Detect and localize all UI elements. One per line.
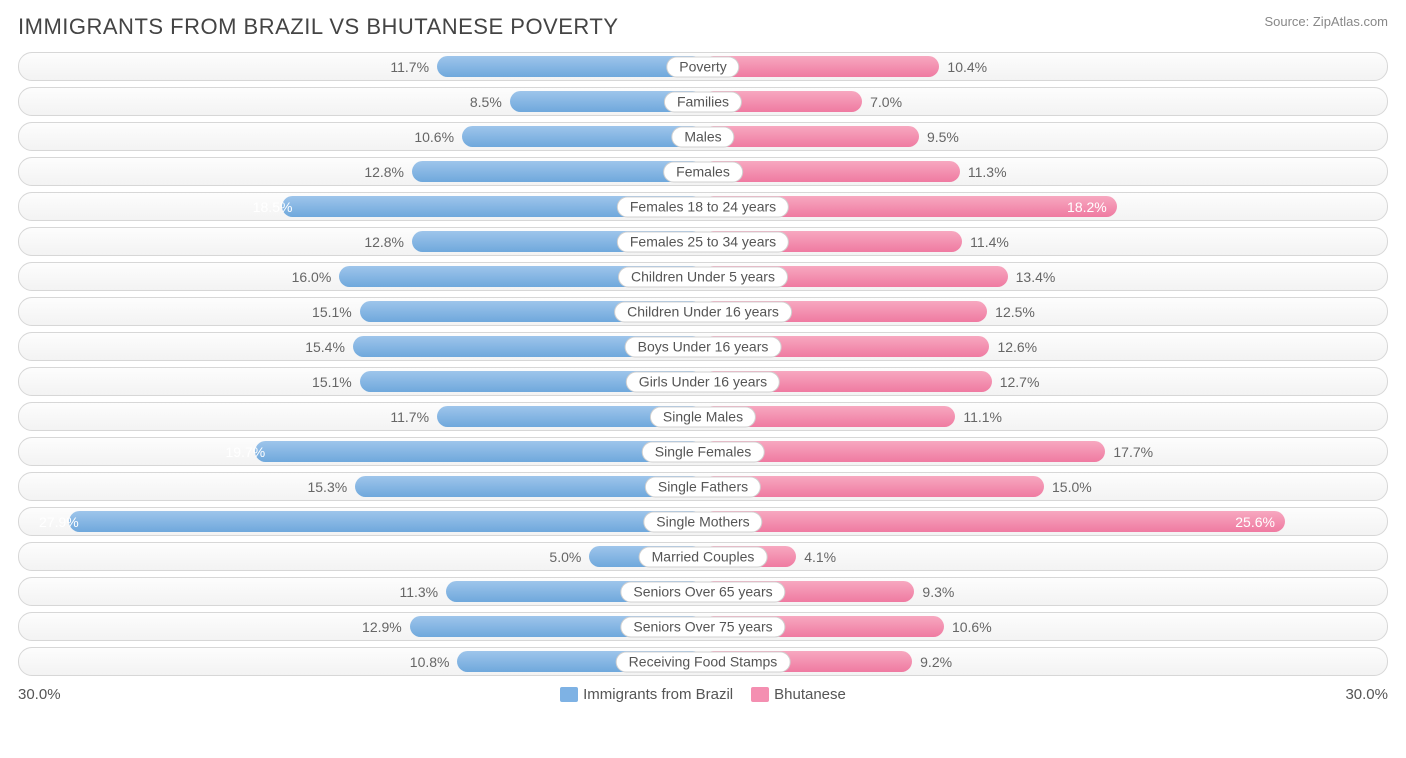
value-label-left: 19.7% [225,444,265,460]
bar-left [462,126,703,147]
value-label-right: 15.0% [1052,479,1092,495]
chart-row: 12.8% 11.4% Females 25 to 34 years [18,227,1388,256]
bar-left [255,441,703,462]
value-label-right: 9.2% [920,654,952,670]
chart-header: IMMIGRANTS FROM BRAZIL VS BHUTANESE POVE… [18,14,1388,40]
legend-label-left: Immigrants from Brazil [583,686,733,703]
chart-row: 10.8% 9.2% Receiving Food Stamps [18,647,1388,676]
category-label: Married Couples [639,546,768,567]
value-label-right: 12.6% [997,339,1037,355]
chart-row: 19.7% 17.7% Single Females [18,437,1388,466]
chart-row: 11.7% 11.1% Single Males [18,402,1388,431]
category-label: Females 18 to 24 years [617,196,789,217]
value-label-left: 15.1% [312,374,352,390]
bar-left [69,511,703,532]
chart-row: 12.9% 10.6% Seniors Over 75 years [18,612,1388,641]
value-label-left: 12.8% [364,164,404,180]
category-label: Children Under 5 years [618,266,788,287]
chart-row: 10.6% 9.5% Males [18,122,1388,151]
chart-row: 15.1% 12.7% Girls Under 16 years [18,367,1388,396]
value-label-left: 15.1% [312,304,352,320]
category-label: Boys Under 16 years [625,336,782,357]
value-label-right: 17.7% [1113,444,1153,460]
value-label-left: 8.5% [470,94,502,110]
legend-label-right: Bhutanese [774,686,846,703]
chart-container: IMMIGRANTS FROM BRAZIL VS BHUTANESE POVE… [0,0,1406,758]
value-label-left: 11.7% [390,59,429,75]
value-label-right: 25.6% [1235,514,1275,530]
chart-row: 15.1% 12.5% Children Under 16 years [18,297,1388,326]
bar-left [437,56,703,77]
category-label: Single Mothers [643,511,762,532]
value-label-left: 11.3% [399,584,438,600]
legend-item-right: Bhutanese [751,686,846,703]
chart-row: 11.7% 10.4% Poverty [18,52,1388,81]
chart-row: 15.4% 12.6% Boys Under 16 years [18,332,1388,361]
category-label: Single Males [650,406,756,427]
category-label: Males [671,126,734,147]
category-label: Girls Under 16 years [626,371,780,392]
value-label-right: 12.5% [995,304,1035,320]
category-label: Families [664,91,742,112]
value-label-left: 11.7% [390,409,429,425]
bar-left [412,161,703,182]
category-label: Children Under 16 years [614,301,792,322]
category-label: Receiving Food Stamps [616,651,791,672]
value-label-right: 11.3% [968,164,1007,180]
axis-max-right: 30.0% [1345,686,1388,703]
chart-rows: 11.7% 10.4% Poverty 8.5% 7.0% Families 10.6% 9.… [18,52,1388,676]
chart-row: 8.5% 7.0% Families [18,87,1388,116]
value-label-right: 18.2% [1067,199,1107,215]
bar-right [703,126,919,147]
legend-swatch-right [751,687,769,702]
value-label-left: 15.4% [305,339,345,355]
chart-row: 11.3% 9.3% Seniors Over 65 years [18,577,1388,606]
value-label-right: 11.4% [970,234,1009,250]
chart-source: Source: ZipAtlas.com [1264,14,1388,29]
category-label: Single Females [642,441,765,462]
chart-row: 12.8% 11.3% Females [18,157,1388,186]
value-label-left: 10.8% [410,654,450,670]
chart-row: 16.0% 13.4% Children Under 5 years [18,262,1388,291]
bar-right [703,511,1285,532]
value-label-right: 13.4% [1016,269,1056,285]
value-label-left: 12.9% [362,619,402,635]
value-label-right: 11.1% [963,409,1002,425]
value-label-left: 10.6% [414,129,454,145]
value-label-left: 5.0% [549,549,581,565]
axis-max-left: 30.0% [18,686,61,703]
category-label: Single Fathers [645,476,761,497]
value-label-right: 9.5% [927,129,959,145]
chart-row: 27.9% 25.6% Single Mothers [18,507,1388,536]
value-label-right: 10.6% [952,619,992,635]
chart-row: 5.0% 4.1% Married Couples [18,542,1388,571]
value-label-left: 16.0% [292,269,332,285]
chart-legend: Immigrants from Brazil Bhutanese [560,686,846,703]
category-label: Seniors Over 65 years [620,581,785,602]
value-label-right: 7.0% [870,94,902,110]
legend-item-left: Immigrants from Brazil [560,686,733,703]
value-label-left: 12.8% [364,234,404,250]
value-label-left: 15.3% [307,479,347,495]
value-label-left: 18.5% [253,199,293,215]
chart-row: 18.5% 18.2% Females 18 to 24 years [18,192,1388,221]
category-label: Poverty [666,56,739,77]
category-label: Seniors Over 75 years [620,616,785,637]
chart-row: 15.3% 15.0% Single Fathers [18,472,1388,501]
value-label-right: 12.7% [1000,374,1040,390]
chart-footer: 30.0% Immigrants from Brazil Bhutanese 3… [18,686,1388,703]
value-label-right: 10.4% [947,59,987,75]
value-label-right: 9.3% [922,584,954,600]
legend-swatch-left [560,687,578,702]
category-label: Females [663,161,743,182]
value-label-left: 27.9% [39,514,79,530]
category-label: Females 25 to 34 years [617,231,789,252]
value-label-right: 4.1% [804,549,836,565]
chart-title: IMMIGRANTS FROM BRAZIL VS BHUTANESE POVE… [18,14,619,40]
